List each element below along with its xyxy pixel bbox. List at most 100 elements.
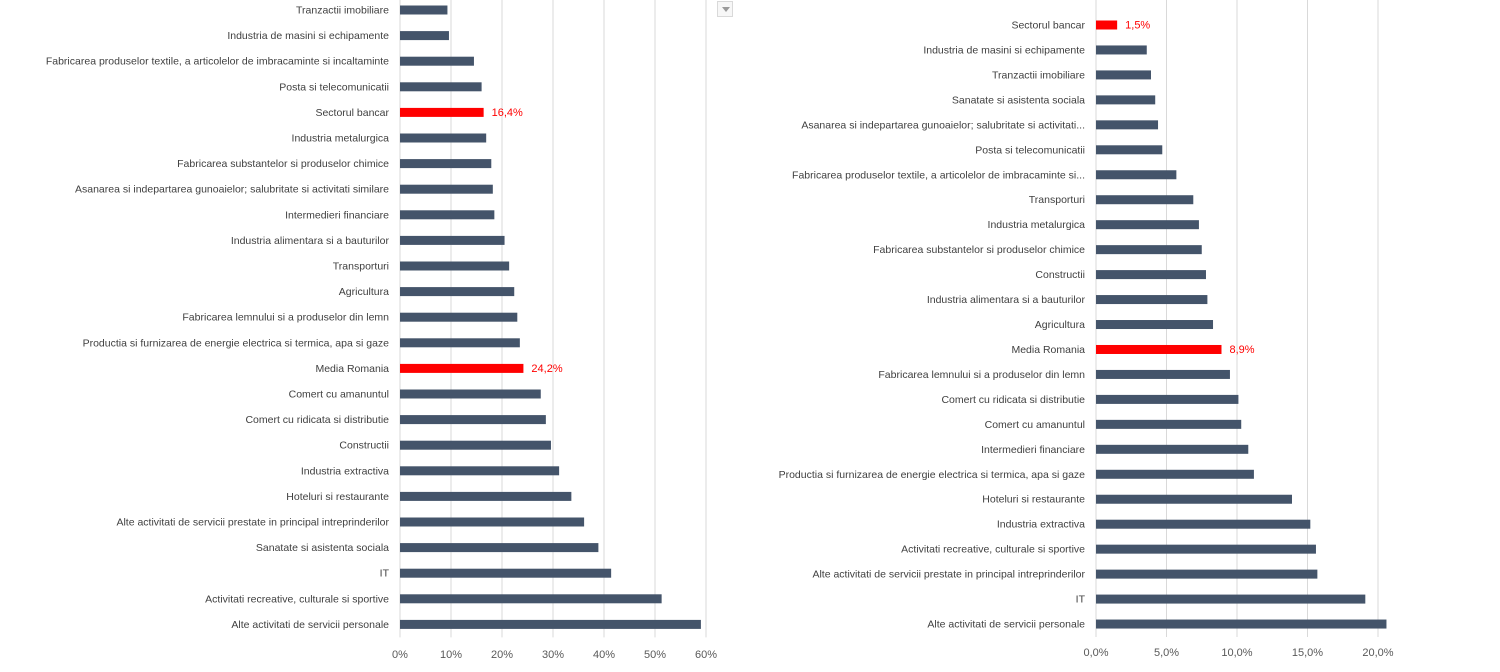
left-category-label: Agricultura	[339, 286, 389, 298]
right-bar	[1096, 20, 1118, 30]
left-bar	[400, 133, 487, 143]
right-category-label: Constructii	[1035, 269, 1085, 281]
left-category-label: Industria alimentara si a bauturilor	[231, 235, 390, 247]
right-category-label: Comert cu amanuntul	[985, 419, 1085, 431]
left-x-tick-label: 40%	[593, 649, 615, 661]
left-category-label: Fabricarea produselor textile, a articol…	[46, 56, 389, 68]
right-category-label: Media Romania	[1011, 344, 1085, 356]
right-bar	[1096, 519, 1311, 529]
left-bar	[400, 543, 599, 553]
right-bar	[1096, 544, 1316, 554]
left-bar	[400, 107, 484, 117]
right-category-label: Posta si telecomunicatii	[975, 144, 1085, 156]
left-category-label: Asanarea si indepartarea gunoaielor; sal…	[75, 184, 389, 196]
right-bar	[1096, 295, 1208, 305]
right-data-label: 1,5%	[1125, 20, 1150, 32]
left-x-tick-label: 10%	[440, 649, 462, 661]
right-category-label: Industria extractiva	[997, 519, 1085, 531]
right-bar	[1096, 195, 1194, 205]
right-category-label: Activitati recreative, culturale si spor…	[901, 544, 1085, 556]
right-category-label: Fabricarea produselor textile, a articol…	[792, 169, 1085, 181]
left-category-label: Constructii	[339, 440, 389, 452]
left-x-tick-label: 50%	[644, 649, 666, 661]
left-category-label: Alte activitati de servicii prestate in …	[116, 517, 389, 529]
right-category-label: Industria alimentara si a bauturilor	[927, 294, 1086, 306]
right-x-tick-label: 0,0%	[1083, 647, 1108, 659]
left-bar	[400, 287, 515, 297]
right-x-tick-label: 15,0%	[1292, 647, 1323, 659]
left-data-label: 16,4%	[492, 107, 523, 119]
left-bar	[400, 363, 524, 373]
right-bar	[1096, 320, 1214, 330]
right-category-label: Alte activitati de servicii personale	[927, 619, 1085, 631]
right-category-label: Productia si furnizarea de energie elect…	[779, 469, 1086, 481]
left-category-label: Fabricarea lemnului si a produselor din …	[182, 312, 389, 324]
left-category-label: IT	[380, 568, 390, 580]
left-category-label: Fabricarea substantelor si produselor ch…	[177, 158, 389, 170]
left-bar	[400, 235, 505, 245]
left-bar	[400, 415, 546, 425]
filter-dropdown-button[interactable]	[717, 1, 733, 17]
left-category-label: Comert cu ridicata si distributie	[245, 414, 389, 426]
left-category-label: Sanatate si asistenta sociala	[256, 542, 389, 554]
right-bar	[1096, 469, 1254, 479]
left-category-label: Tranzactii imobiliare	[296, 5, 389, 17]
right-bar	[1096, 444, 1249, 454]
right-category-label: Alte activitati de servicii prestate in …	[812, 569, 1085, 581]
left-category-label: Transporturi	[333, 261, 389, 273]
right-category-label: Industria metalurgica	[988, 219, 1086, 231]
right-bar	[1096, 120, 1159, 130]
right-category-label: Sectorul bancar	[1011, 20, 1085, 32]
right-category-label: Asanarea si indepartarea gunoaielor; sal…	[801, 119, 1085, 131]
right-data-label: 8,9%	[1229, 344, 1254, 356]
left-category-label: Sectorul bancar	[315, 107, 389, 119]
left-category-label: Comert cu amanuntul	[289, 389, 389, 401]
left-bar	[400, 568, 612, 578]
left-category-label: Alte activitati de servicii personale	[231, 619, 389, 631]
left-bar	[400, 82, 482, 92]
left-category-label: Industria de masini si echipamente	[227, 30, 389, 42]
right-bar	[1096, 494, 1292, 504]
left-x-tick-label: 30%	[542, 649, 564, 661]
left-bar	[400, 261, 510, 271]
right-x-tick-label: 10,0%	[1221, 647, 1252, 659]
left-bar	[400, 159, 492, 169]
left-bar	[400, 517, 585, 527]
left-bar	[400, 491, 572, 501]
right-bar	[1096, 344, 1222, 354]
left-category-label: Industria metalurgica	[292, 133, 390, 145]
left-category-label: Media Romania	[315, 363, 389, 375]
right-bar	[1096, 70, 1151, 80]
right-category-label: Industria de masini si echipamente	[923, 44, 1085, 56]
left-bar	[400, 31, 449, 41]
right-category-label: Sanatate si asistenta sociala	[952, 94, 1085, 106]
right-bar	[1096, 245, 1202, 255]
left-bar	[400, 210, 495, 220]
right-bar	[1096, 45, 1147, 55]
right-category-label: Agricultura	[1035, 319, 1085, 331]
left-data-label: 24,2%	[531, 363, 562, 375]
right-category-label: Transporturi	[1029, 194, 1085, 206]
right-bar	[1096, 95, 1156, 105]
right-bar	[1096, 619, 1387, 629]
left-bar	[400, 338, 520, 348]
right-bar	[1096, 419, 1242, 429]
right-bar	[1096, 569, 1318, 579]
left-category-label: Posta si telecomunicatii	[279, 81, 389, 93]
right-category-label: Fabricarea lemnului si a produselor din …	[878, 369, 1085, 381]
left-category-label: Productia si furnizarea de energie elect…	[83, 337, 390, 349]
right-bar	[1096, 594, 1366, 604]
right-category-label: Tranzactii imobiliare	[992, 69, 1085, 81]
right-x-tick-label: 5,0%	[1154, 647, 1179, 659]
right-bar	[1096, 270, 1206, 280]
left-category-label: Intermedieri financiare	[285, 209, 389, 221]
left-bar	[400, 594, 662, 604]
right-bar	[1096, 220, 1199, 230]
right-category-label: Intermedieri financiare	[981, 444, 1085, 456]
left-bar	[400, 440, 551, 450]
left-category-label: Industria extractiva	[301, 465, 389, 477]
left-x-tick-label: 0%	[392, 649, 408, 661]
left-bar	[400, 389, 541, 399]
